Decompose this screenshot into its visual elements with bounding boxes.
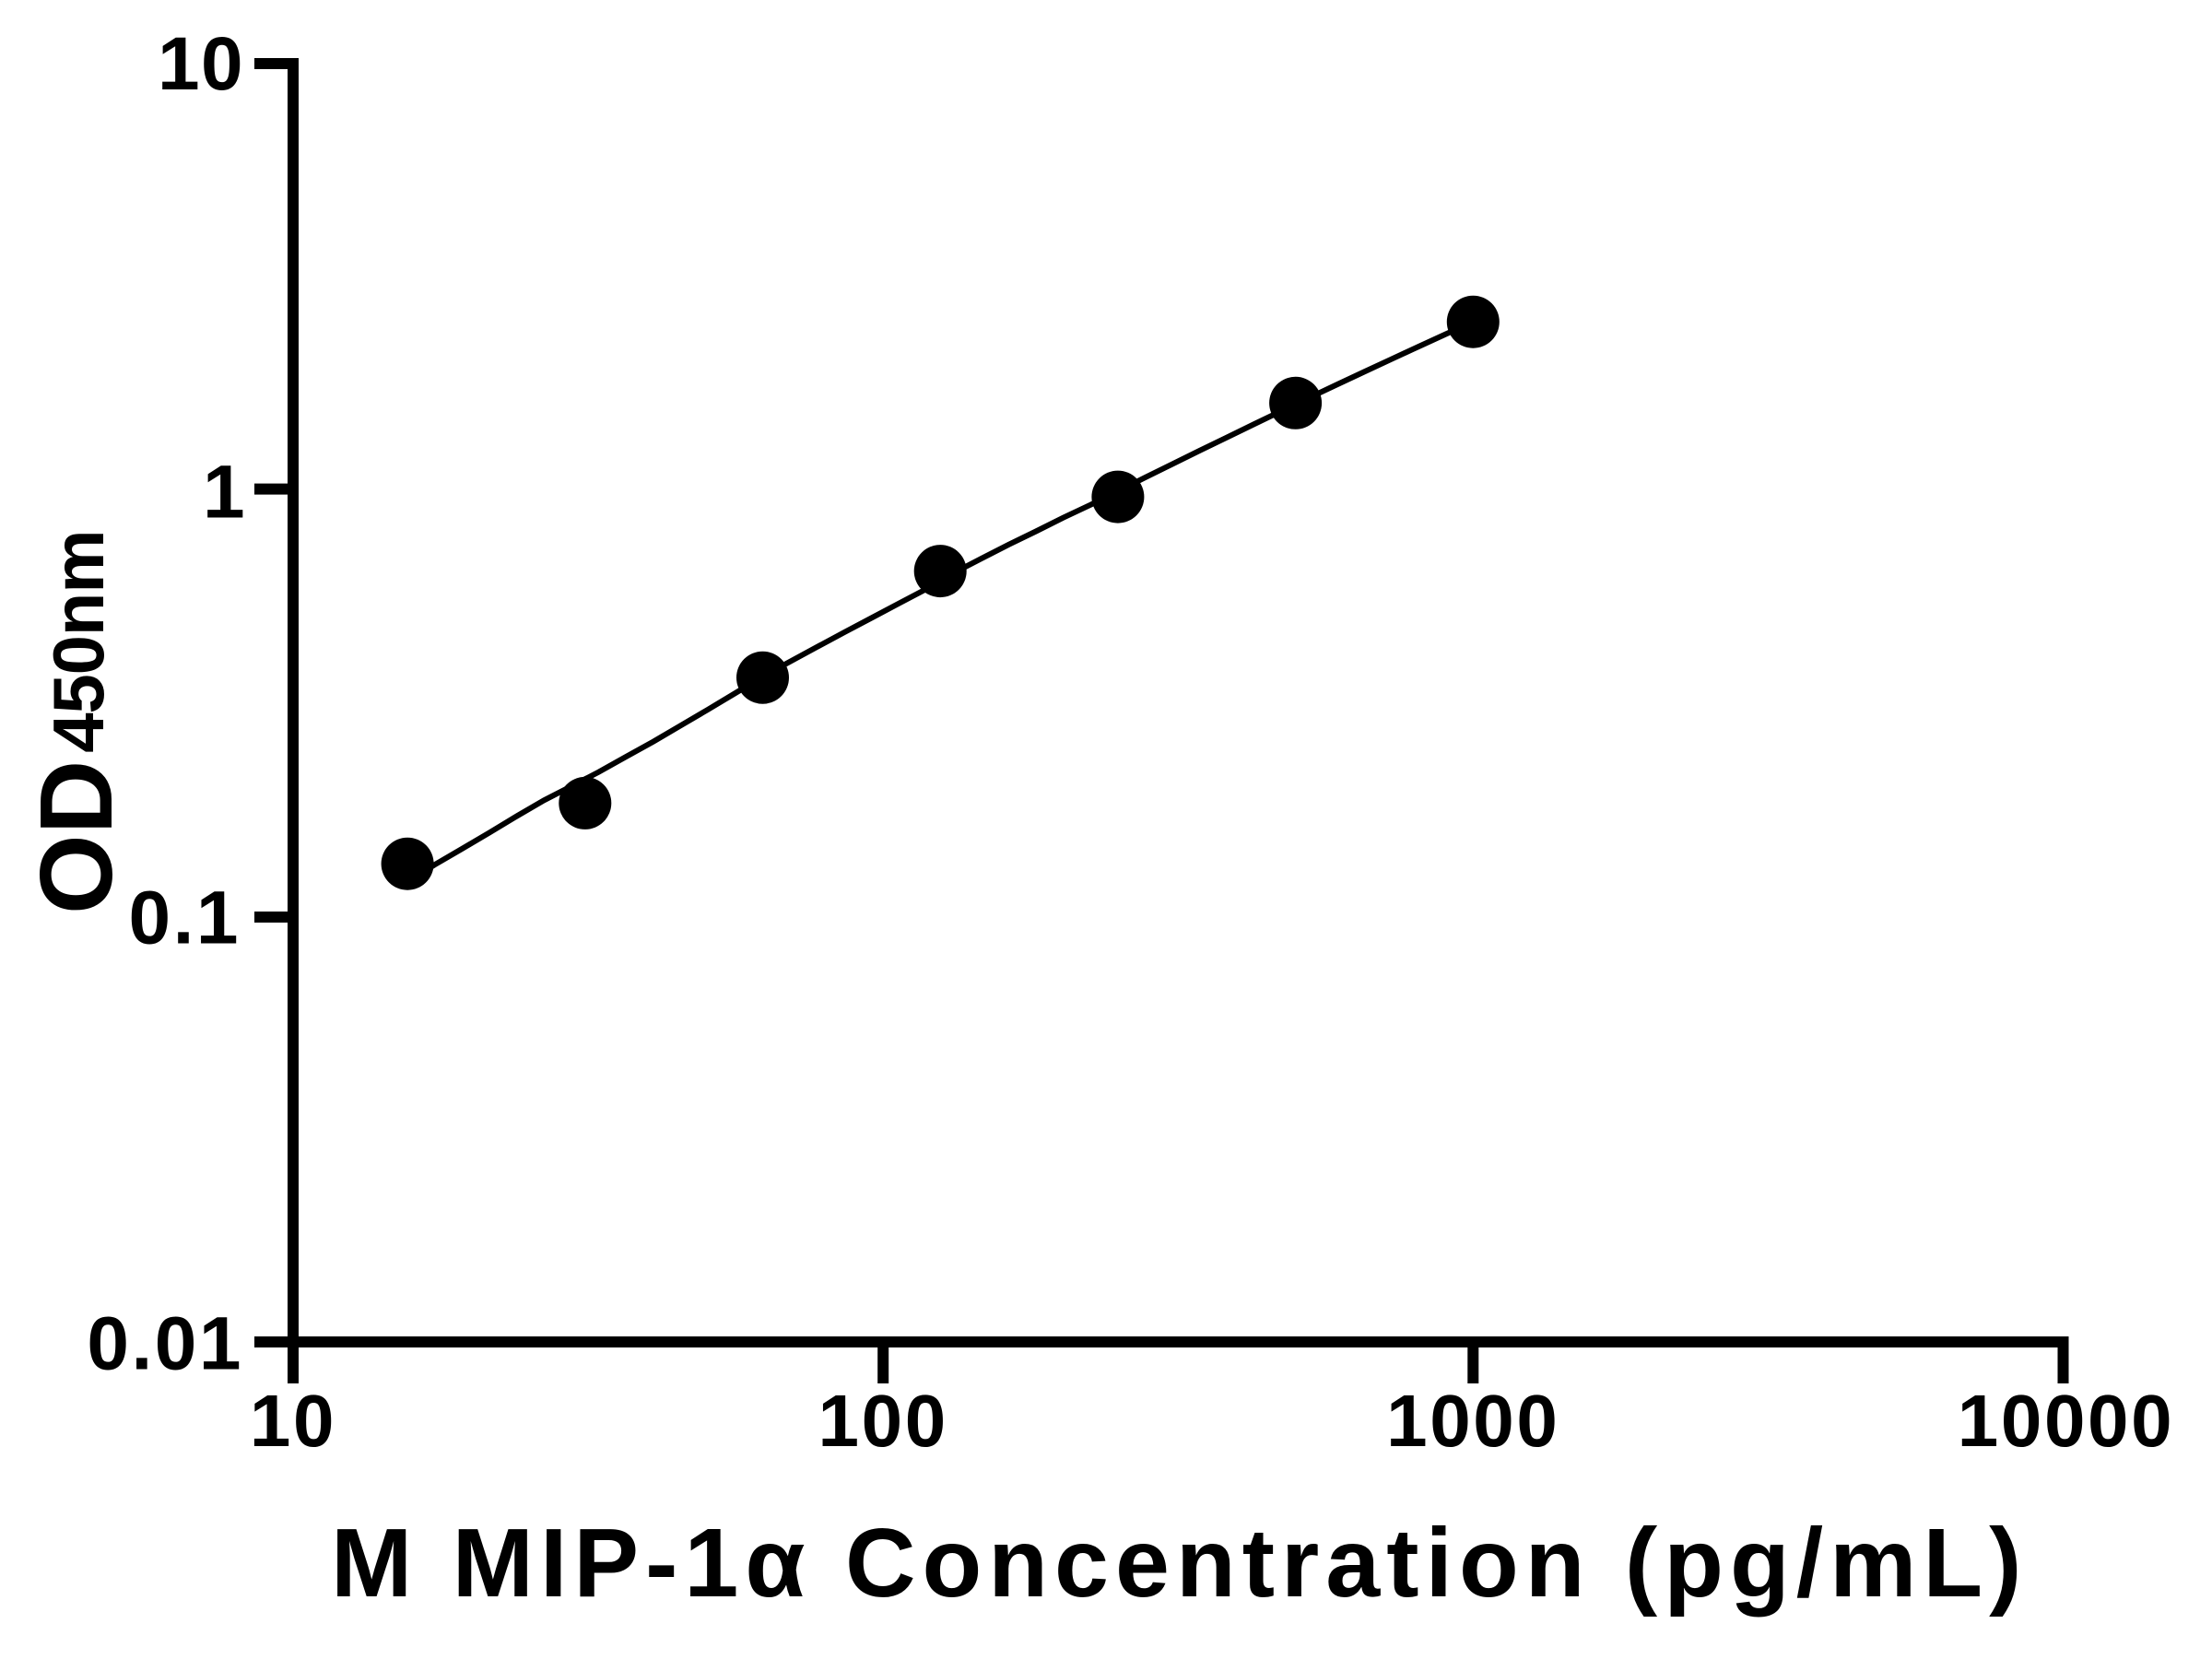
svg-text:OD450nm: OD450nm: [18, 531, 134, 914]
svg-text:0.1: 0.1: [129, 877, 241, 960]
svg-text:0.01: 0.01: [87, 1302, 243, 1386]
svg-text:10: 10: [250, 1380, 336, 1462]
svg-text:10: 10: [158, 22, 244, 106]
svg-text:1000: 1000: [1386, 1380, 1559, 1462]
svg-text:M MIP-1α Concentration (pg/mL): M MIP-1α Concentration (pg/mL): [331, 1509, 2029, 1618]
svg-text:1: 1: [203, 451, 246, 535]
svg-text:100: 100: [818, 1380, 948, 1462]
svg-text:10000: 10000: [1958, 1380, 2174, 1462]
